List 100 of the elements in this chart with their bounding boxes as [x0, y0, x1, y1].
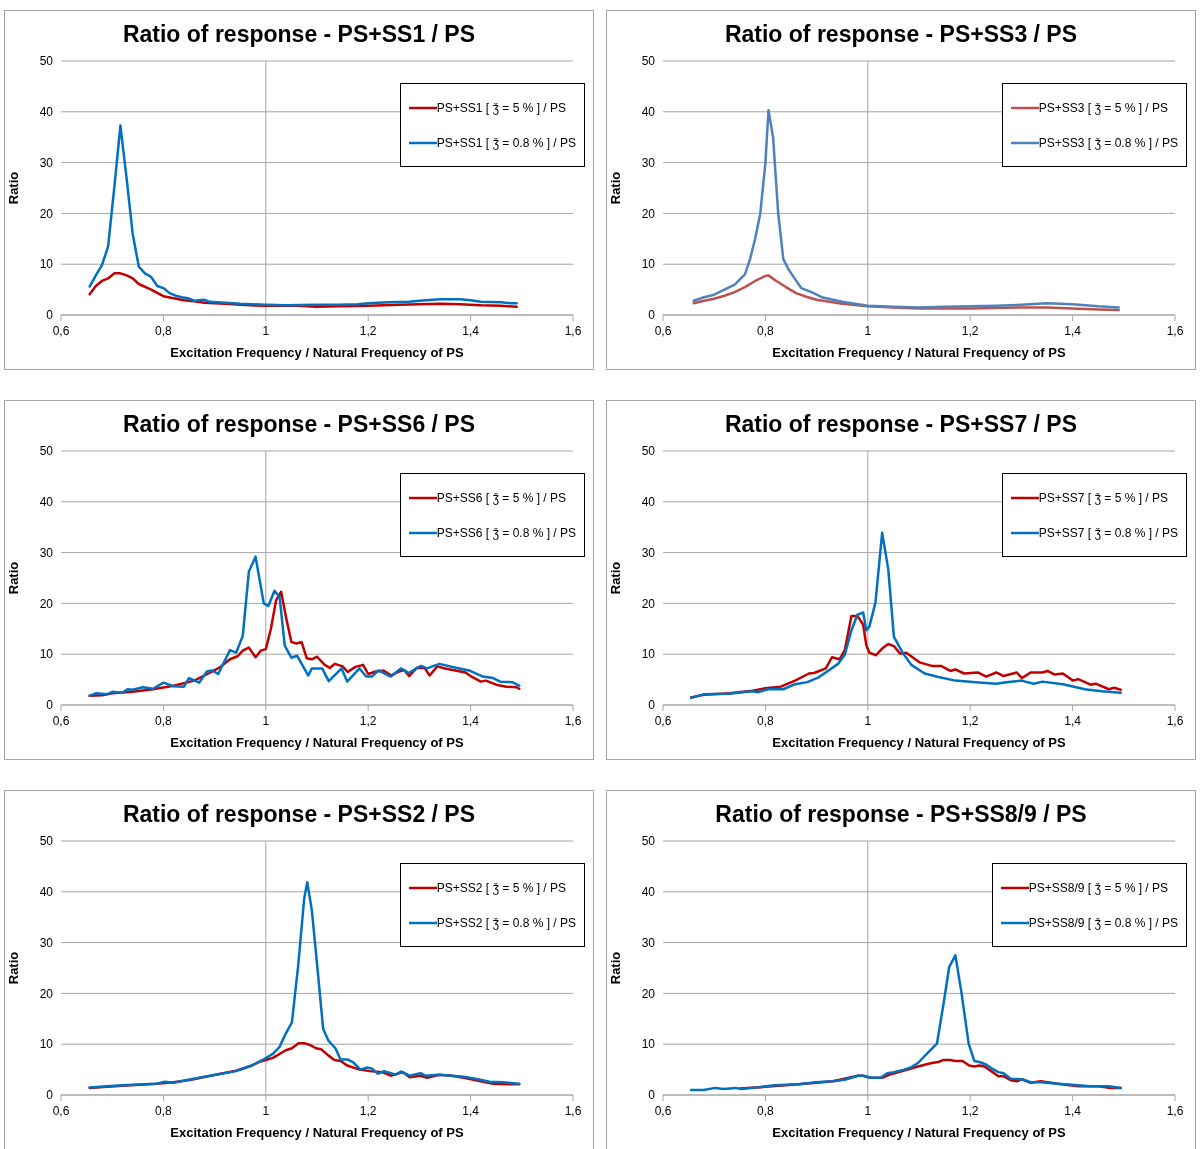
y-tick-label: 0 — [648, 698, 656, 713]
y-tick-label: 30 — [641, 935, 656, 950]
x-tick-label: 0,8 — [155, 324, 173, 338]
y-tick-label: 10 — [641, 647, 656, 662]
legend-label: PS+SS8/9 [ ǯ = 5 % ] / PS — [1028, 880, 1168, 895]
legend-label: PS+SS2 [ ǯ = 0.8 % ] / PS — [436, 915, 576, 930]
x-tick-label: 0,8 — [757, 1104, 775, 1118]
x-tick-label: 1 — [864, 324, 872, 338]
legend-label: PS+SS7 [ ǯ = 5 % ] / PS — [1038, 490, 1168, 505]
x-tick-label: 1,4 — [1064, 1104, 1082, 1118]
y-tick-label: 50 — [641, 444, 656, 459]
y-tick-label: 0 — [46, 308, 54, 323]
x-tick-label: 1 — [864, 1104, 872, 1118]
x-tick-label: 1,4 — [462, 1104, 480, 1118]
y-tick-label: 0 — [648, 1088, 656, 1103]
x-tick-label: 0,8 — [757, 714, 775, 728]
chart-title: Ratio of response - PS+SS1 / PS — [121, 21, 477, 49]
x-axis-title: Excitation Frequency / Natural Frequency of PS — [772, 345, 1066, 360]
x-axis-title: Excitation Frequency / Natural Frequency of PS — [170, 1125, 464, 1140]
legend-label: PS+SS6 [ ǯ = 5 % ] / PS — [436, 490, 566, 505]
chart-title: Ratio of response - PS+SS3 / PS — [723, 21, 1079, 49]
y-tick-label: 40 — [641, 495, 656, 510]
legend-label: PS+SS6 [ ǯ = 0.8 % ] / PS — [436, 525, 576, 540]
y-tick-label: 20 — [39, 986, 54, 1001]
x-tick-label: 1,6 — [1166, 1104, 1184, 1118]
x-tick-label: 0,6 — [52, 324, 70, 338]
chart-title: Ratio of response - PS+SS6 / PS — [121, 411, 477, 439]
legend-label: PS+SS8/9 [ ǯ = 0.8 % ] / PS — [1028, 915, 1178, 930]
x-tick-label: 0,6 — [654, 324, 672, 338]
y-axis-title: Ratio — [607, 171, 623, 205]
y-tick-label: 50 — [39, 834, 54, 849]
y-tick-label: 10 — [641, 257, 656, 272]
y-tick-label: 20 — [641, 986, 656, 1001]
y-tick-label: 40 — [39, 495, 54, 510]
y-tick-label: 30 — [641, 545, 656, 560]
y-tick-label: 0 — [46, 1088, 54, 1103]
x-tick-label: 1,6 — [1166, 714, 1184, 728]
x-tick-label: 1,2 — [961, 714, 979, 728]
x-tick-label: 1 — [864, 714, 872, 728]
x-tick-label: 0,8 — [155, 1104, 173, 1118]
y-tick-label: 50 — [39, 444, 54, 459]
y-tick-label: 10 — [39, 1037, 54, 1052]
y-tick-label: 20 — [39, 206, 54, 221]
y-tick-label: 20 — [641, 596, 656, 611]
x-axis-title: Excitation Frequency / Natural Frequency of PS — [170, 345, 464, 360]
x-tick-label: 0,8 — [155, 714, 173, 728]
x-tick-label: 1 — [262, 1104, 270, 1118]
y-tick-label: 50 — [39, 54, 54, 69]
y-tick-label: 20 — [39, 596, 54, 611]
x-axis-title: Excitation Frequency / Natural Frequency of PS — [772, 735, 1066, 750]
y-axis-title: Ratio — [5, 561, 21, 595]
y-tick-label: 40 — [39, 105, 54, 120]
chart-title: Ratio of response - PS+SS8/9 / PS — [714, 801, 1088, 829]
x-tick-label: 1,4 — [1064, 324, 1082, 338]
legend-label: PS+SS3 [ ǯ = 5 % ] / PS — [1038, 100, 1168, 115]
x-tick-label: 1,4 — [462, 714, 480, 728]
y-tick-label: 20 — [641, 206, 656, 221]
y-tick-label: 10 — [641, 1037, 656, 1052]
x-tick-label: 1,2 — [359, 714, 377, 728]
x-axis-title: Excitation Frequency / Natural Frequency of PS — [170, 735, 464, 750]
y-tick-label: 30 — [39, 155, 54, 170]
x-tick-label: 1,4 — [1064, 714, 1082, 728]
y-tick-label: 30 — [39, 935, 54, 950]
legend-label: PS+SS1 [ ǯ = 5 % ] / PS — [436, 100, 566, 115]
y-axis-title: Ratio — [5, 951, 21, 985]
y-tick-label: 30 — [39, 545, 54, 560]
legend-label: PS+SS7 [ ǯ = 0.8 % ] / PS — [1038, 525, 1178, 540]
x-tick-label: 1 — [262, 324, 270, 338]
y-axis-title: Ratio — [607, 951, 623, 985]
x-tick-label: 0,6 — [52, 714, 70, 728]
x-tick-label: 0,6 — [52, 1104, 70, 1118]
x-tick-label: 1,6 — [1166, 324, 1184, 338]
y-tick-label: 50 — [641, 54, 656, 69]
legend-label: PS+SS3 [ ǯ = 0.8 % ] / PS — [1038, 135, 1178, 150]
y-tick-label: 10 — [39, 257, 54, 272]
y-tick-label: 0 — [648, 308, 656, 323]
x-tick-label: 1,4 — [462, 324, 480, 338]
x-tick-label: 1,6 — [564, 324, 582, 338]
x-tick-label: 1,6 — [564, 1104, 582, 1118]
chart-title: Ratio of response - PS+SS7 / PS — [723, 411, 1079, 439]
x-tick-label: 0,6 — [654, 1104, 672, 1118]
x-tick-label: 1,6 — [564, 714, 582, 728]
x-tick-label: 0,8 — [757, 324, 775, 338]
chart-title: Ratio of response - PS+SS2 / PS — [121, 801, 477, 829]
x-tick-label: 1,2 — [961, 1104, 979, 1118]
y-tick-label: 30 — [641, 155, 656, 170]
y-tick-label: 40 — [641, 105, 656, 120]
x-axis-title: Excitation Frequency / Natural Frequency of PS — [772, 1125, 1066, 1140]
y-tick-label: 40 — [39, 885, 54, 900]
legend-label: PS+SS2 [ ǯ = 5 % ] / PS — [436, 880, 566, 895]
y-tick-label: 0 — [46, 698, 54, 713]
x-tick-label: 1 — [262, 714, 270, 728]
y-axis-title: Ratio — [5, 171, 21, 205]
legend-label: PS+SS1 [ ǯ = 0.8 % ] / PS — [436, 135, 576, 150]
y-tick-label: 10 — [39, 647, 54, 662]
x-tick-label: 1,2 — [359, 1104, 377, 1118]
y-tick-label: 50 — [641, 834, 656, 849]
x-tick-label: 1,2 — [961, 324, 979, 338]
y-axis-title: Ratio — [607, 561, 623, 595]
x-tick-label: 0,6 — [654, 714, 672, 728]
